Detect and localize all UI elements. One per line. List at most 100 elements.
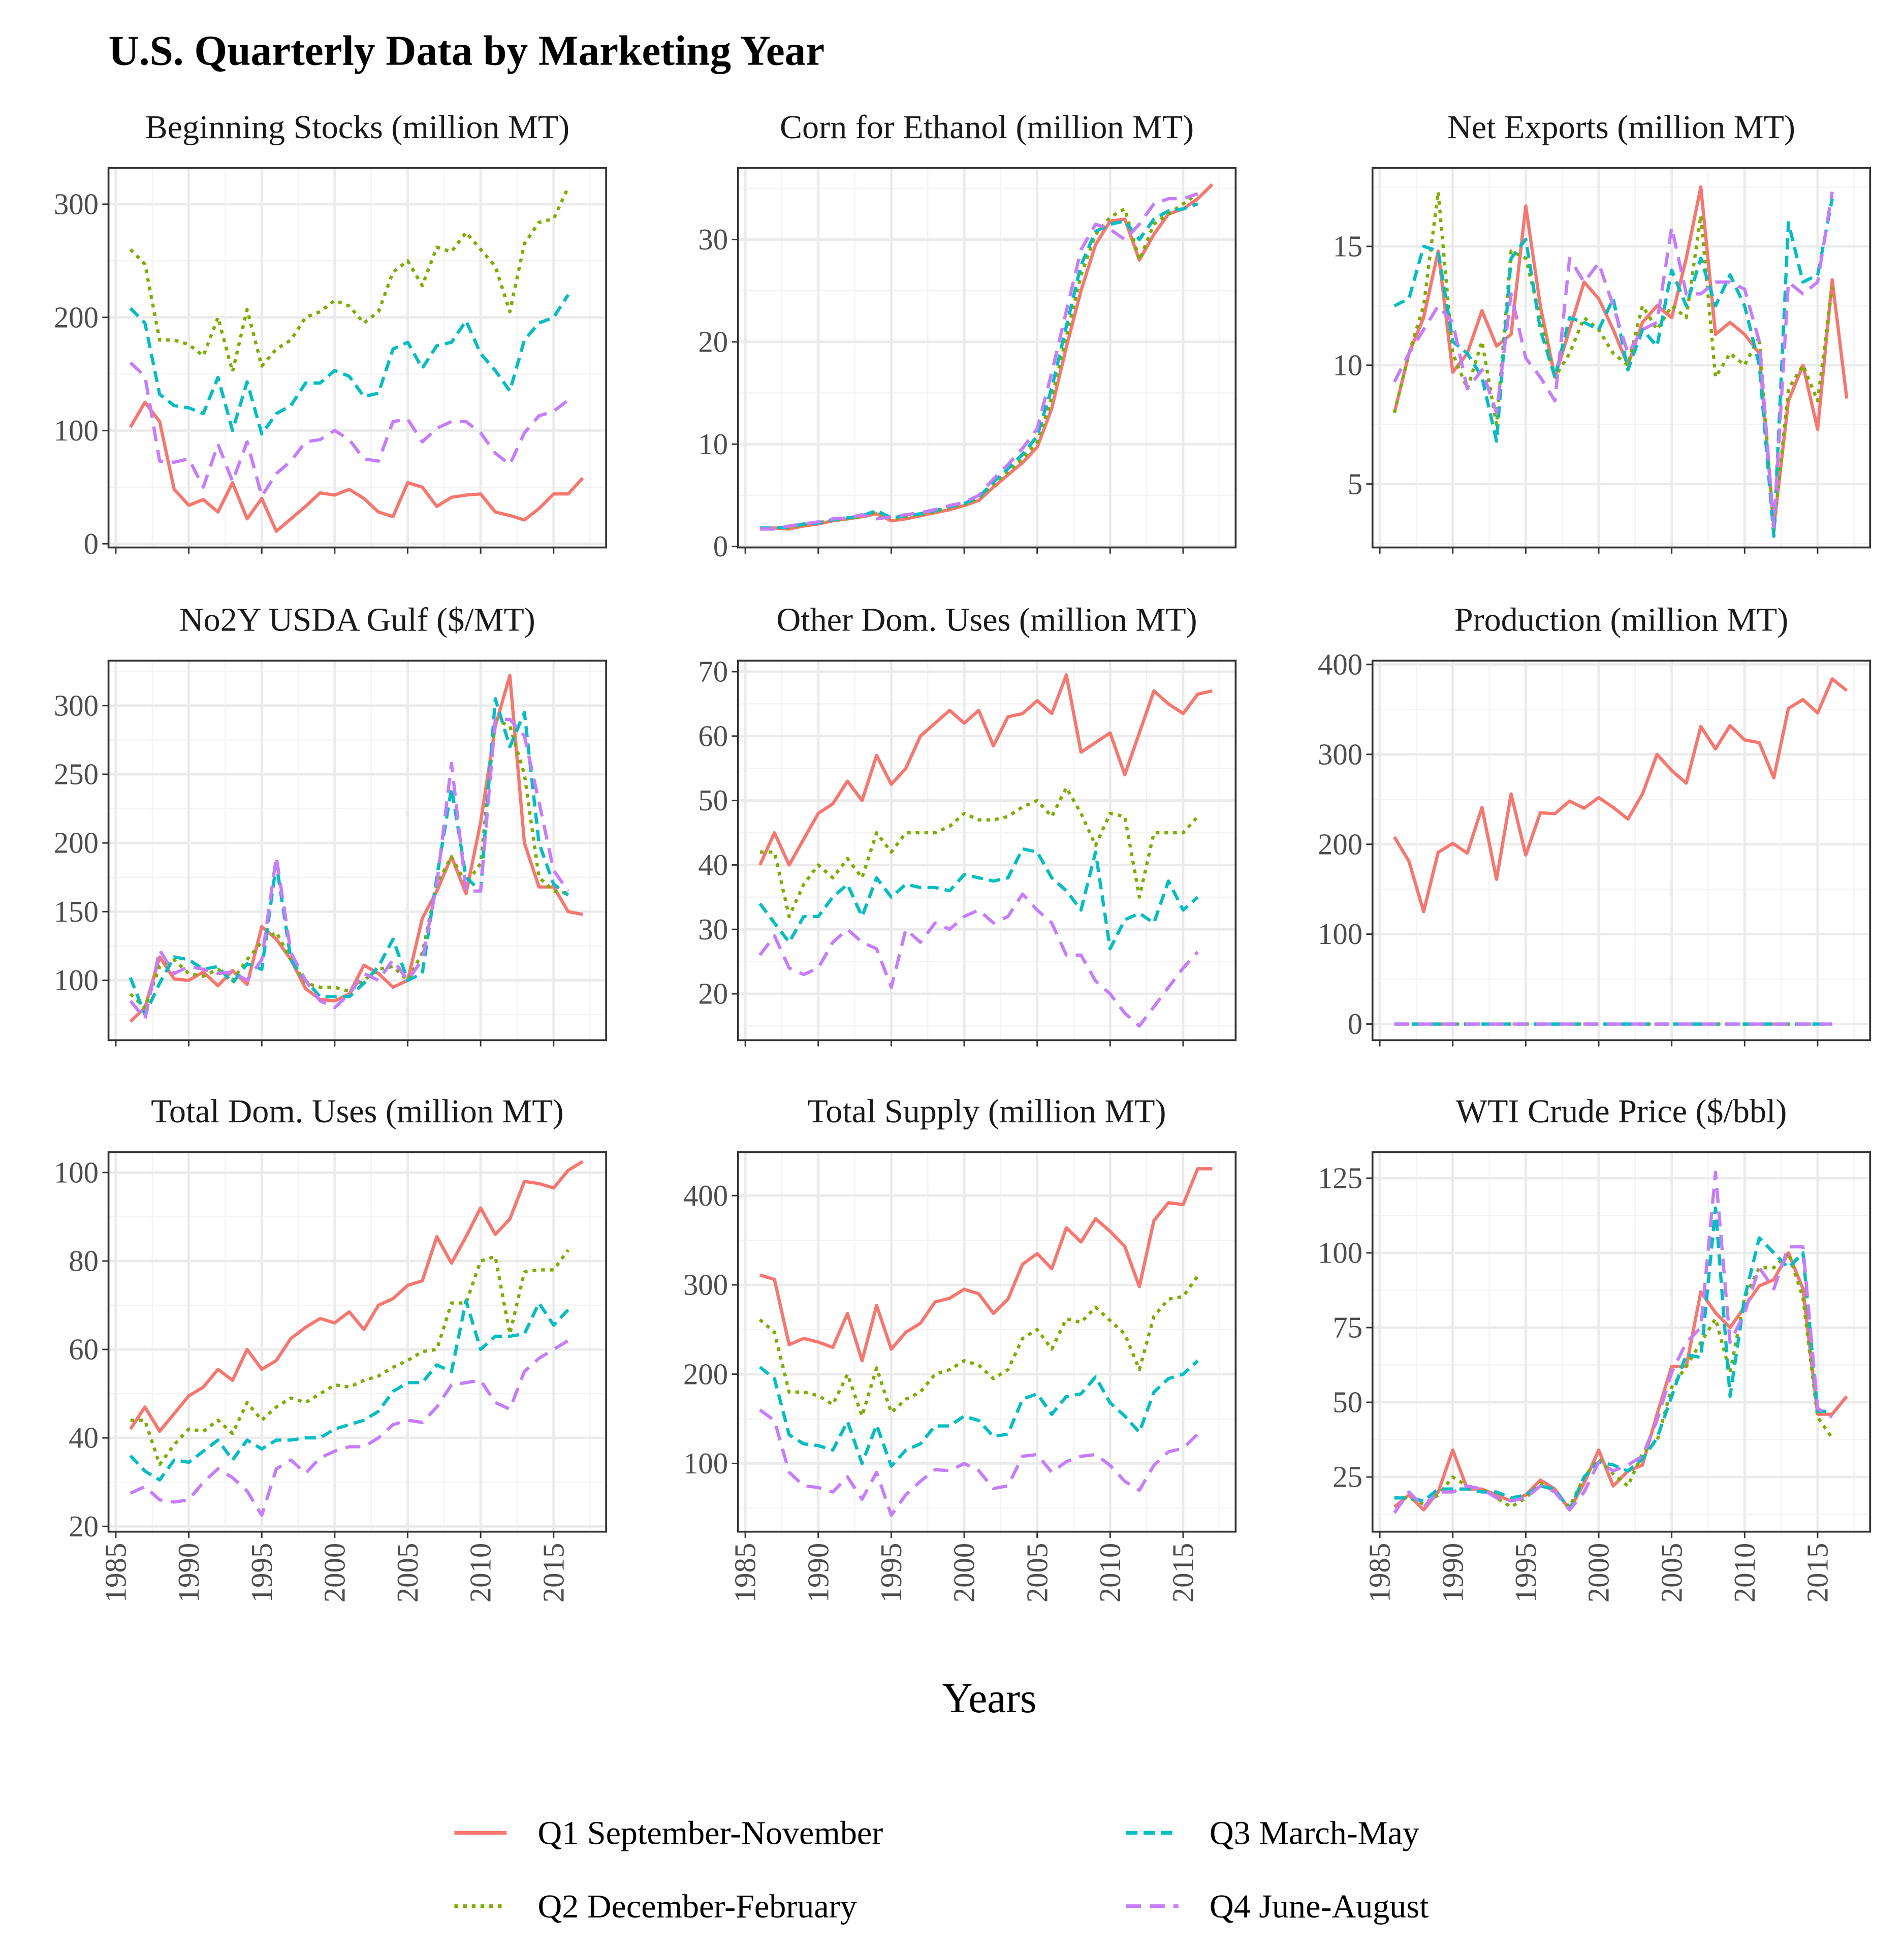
- panel-6: 0 100 200 300 400 Production (million MT): [1318, 602, 1871, 1047]
- y-tick-label: 40: [69, 1422, 99, 1455]
- panel-7: 20 40 60 80 100 1985 1990 1995 2000 2005 2010 2015 T…: [54, 1093, 608, 1603]
- series-line-q1: [129, 1160, 584, 1433]
- panel-9: 25 50 75 100 125 1985 1990 1995 2000 2005 2010 2015…: [1318, 1093, 1871, 1603]
- panel-title: Total Dom. Uses (million MT): [151, 1093, 564, 1130]
- panels: 0 100 200 300 Beginning Stocks (million MT) 0…: [54, 109, 1871, 1603]
- series-line-q4: [129, 717, 570, 1021]
- x-tick-label: 2005: [1021, 1543, 1054, 1603]
- panel-background: [108, 168, 607, 548]
- legend-label: Q2 December-February: [537, 1888, 856, 1925]
- x-tick-label: 1990: [1436, 1543, 1469, 1603]
- x-axis-label: Years: [942, 1675, 1037, 1722]
- x-tick-label: 2010: [1728, 1543, 1761, 1603]
- y-tick-label: 400: [1318, 648, 1362, 681]
- legend-item-q1: Q1 September-November: [454, 1814, 883, 1851]
- panel-border: [1371, 167, 1871, 549]
- x-tick-label: 2000: [318, 1543, 351, 1603]
- y-tick-label: 10: [698, 428, 728, 461]
- y-tick-label: 50: [1332, 1386, 1362, 1419]
- panel-1: 0 100 200 300 Beginning Stocks (million MT): [54, 109, 608, 560]
- y-tick-label: 150: [54, 895, 99, 928]
- legend-item-q2: Q2 December-February: [454, 1888, 857, 1925]
- y-tick-label: 100: [54, 1156, 99, 1189]
- legend-label: Q4 June-August: [1210, 1888, 1429, 1925]
- series-line-q1: [129, 400, 584, 533]
- panel-background: [1372, 660, 1870, 1041]
- y-tick-label: 100: [683, 1447, 728, 1480]
- x-tick-label: 1990: [802, 1543, 835, 1603]
- x-tick-label: 2010: [1094, 1543, 1127, 1603]
- series-line-q2: [129, 186, 570, 373]
- series-line-q2: [759, 786, 1199, 919]
- y-tick-label: 200: [54, 301, 99, 334]
- panel-border: [737, 659, 1237, 1042]
- series-line-q3: [129, 697, 569, 1017]
- panel-title: Corn for Ethanol (million MT): [780, 109, 1194, 146]
- y-tick-label: 70: [698, 655, 728, 688]
- y-tick-label: 300: [1318, 738, 1362, 771]
- series-line-q2: [758, 1275, 1199, 1418]
- y-tick-label: 300: [54, 187, 99, 221]
- panel-title: Net Exports (million MT): [1447, 109, 1795, 146]
- x-tick-label: 1990: [172, 1543, 205, 1603]
- legend-item-q4: Q4 June-August: [1126, 1888, 1429, 1925]
- y-tick-label: 100: [54, 964, 99, 997]
- chart-title: U.S. Quarterly Data by Marketing Year: [109, 27, 825, 74]
- x-tick-label: 1995: [245, 1543, 278, 1603]
- y-tick-label: 0: [713, 530, 728, 563]
- series-line-q4: [758, 892, 1199, 1028]
- legend-item-q3: Q3 March-May: [1126, 1814, 1419, 1851]
- y-tick-label: 200: [1318, 828, 1362, 861]
- y-tick-label: 30: [698, 913, 728, 946]
- x-tick-label: 2010: [464, 1543, 497, 1603]
- panel-border: [1371, 1151, 1871, 1533]
- panel-title: Production (million MT): [1454, 602, 1788, 639]
- x-tick-label: 2005: [391, 1543, 424, 1603]
- x-tick-label: 1985: [100, 1543, 133, 1603]
- series-line-q4: [759, 192, 1198, 531]
- y-tick-label: 0: [84, 527, 99, 560]
- y-tick-label: 20: [698, 325, 728, 358]
- y-tick-label: 100: [1318, 1237, 1362, 1270]
- y-tick-label: 10: [1332, 349, 1362, 382]
- series-line-q3: [129, 294, 570, 436]
- x-tick-label: 2015: [1801, 1543, 1834, 1603]
- series-line-q3: [758, 847, 1199, 951]
- x-tick-label: 1995: [875, 1543, 908, 1603]
- y-tick-label: 200: [683, 1358, 728, 1391]
- x-tick-label: 2000: [1582, 1543, 1615, 1603]
- x-tick-label: 2015: [1167, 1543, 1200, 1603]
- y-tick-label: 50: [698, 784, 728, 817]
- series-line-q4: [1393, 1170, 1833, 1514]
- y-tick-label: 80: [69, 1245, 99, 1278]
- series-line-q2: [1392, 190, 1834, 533]
- panel-title: WTI Crude Price ($/bbl): [1456, 1093, 1787, 1130]
- panel-background: [738, 660, 1236, 1041]
- y-tick-label: 250: [54, 758, 99, 791]
- panel-title: Beginning Stocks (million MT): [145, 109, 570, 146]
- y-tick-label: 75: [1332, 1311, 1362, 1344]
- series-line-q1: [1393, 677, 1848, 914]
- y-tick-label: 15: [1332, 230, 1362, 263]
- series-line-q4: [129, 361, 569, 498]
- y-tick-label: 5: [1348, 467, 1362, 500]
- panel-title: Total Supply (million MT): [808, 1093, 1166, 1130]
- y-tick-label: 20: [69, 1510, 99, 1543]
- series-line-q3: [758, 1359, 1199, 1468]
- y-tick-label: 40: [698, 848, 728, 882]
- panel-8: 100 200 300 400 1985 1990 1995 2000 2005 2010 2015…: [683, 1093, 1237, 1603]
- y-tick-label: 300: [54, 689, 99, 722]
- series-line-q3: [129, 1299, 569, 1482]
- y-tick-label: 100: [1318, 918, 1362, 951]
- panel-border: [737, 1151, 1237, 1533]
- y-tick-label: 20: [698, 978, 728, 1011]
- panel-3: 5 10 15 Net Exports (million MT): [1332, 109, 1871, 554]
- panel-title: Other Dom. Uses (million MT): [777, 602, 1197, 639]
- series-line-q4: [1393, 191, 1834, 529]
- panel-border: [107, 659, 608, 1042]
- panel-border: [737, 167, 1237, 549]
- panel-5: 20 30 40 50 60 70 Other Dom. Uses (million MT): [698, 602, 1237, 1047]
- y-tick-label: 60: [698, 719, 728, 752]
- x-tick-label: 1985: [729, 1543, 762, 1603]
